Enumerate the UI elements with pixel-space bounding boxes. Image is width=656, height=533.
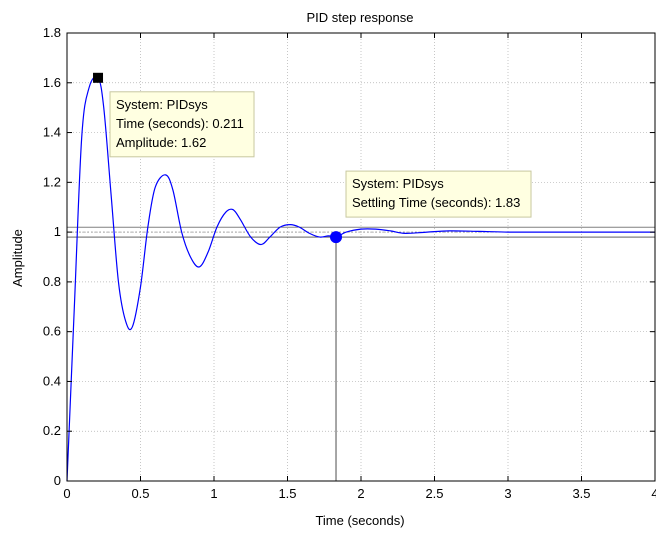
peak-point-marker	[93, 72, 104, 83]
x-tick-label: 2	[357, 486, 364, 501]
x-tick-label: 1	[210, 486, 217, 501]
datatip-box	[109, 91, 255, 158]
x-tick-label: 2.5	[425, 486, 443, 501]
y-tick-label: 0	[54, 473, 61, 488]
x-axis-label: Time (seconds)	[315, 513, 404, 528]
datatip-line: System: PIDsys	[116, 97, 208, 112]
datatip-peak: System: PIDsys Time (seconds): 0.211 Ampli…	[109, 91, 255, 158]
y-tick-label: 0.6	[43, 324, 61, 339]
datatips: System: PIDsys Time (seconds): 0.211 Ampli…	[109, 91, 532, 218]
datatip-box	[345, 170, 532, 218]
y-tick-label: 0.8	[43, 274, 61, 289]
datatip-line: Amplitude: 1.62	[116, 135, 206, 150]
settling-point-marker	[330, 231, 343, 244]
x-tick-label: 3	[504, 486, 511, 501]
x-tick-label: 3.5	[572, 486, 590, 501]
datatip-line: Settling Time (seconds): 1.83	[352, 195, 520, 210]
datatip-settling: System: PIDsys Settling Time (seconds): 1…	[345, 170, 532, 218]
datatip-line: Time (seconds): 0.211	[116, 116, 244, 131]
axis-ticks: 0 0.5 1 1.5 2 2.5 3 3.5 4 0 0.2 0.4 0.6 0.8 1 1.2 1.4 1.6…	[43, 25, 656, 501]
y-tick-label: 1.2	[43, 174, 61, 189]
datatip-line: System: PIDsys	[352, 176, 444, 191]
y-tick-label: 1.4	[43, 125, 61, 140]
series-group	[66, 75, 655, 482]
y-tick-label: 1	[54, 224, 61, 239]
chart-title: PID step response	[307, 10, 414, 25]
x-tick-label: 1.5	[278, 486, 296, 501]
series-line	[66, 75, 655, 482]
y-tick-label: 0.4	[43, 373, 61, 388]
y-tick-label: 1.6	[43, 75, 61, 90]
x-tick-label: 0.5	[131, 486, 149, 501]
y-tick-label: 0.2	[43, 423, 61, 438]
annotation-markers	[93, 72, 343, 244]
y-axis-label: Amplitude	[10, 229, 25, 287]
x-tick-label: 0	[63, 486, 70, 501]
x-tick-label: 4	[651, 486, 656, 501]
y-tick-label: 1.8	[43, 25, 61, 40]
